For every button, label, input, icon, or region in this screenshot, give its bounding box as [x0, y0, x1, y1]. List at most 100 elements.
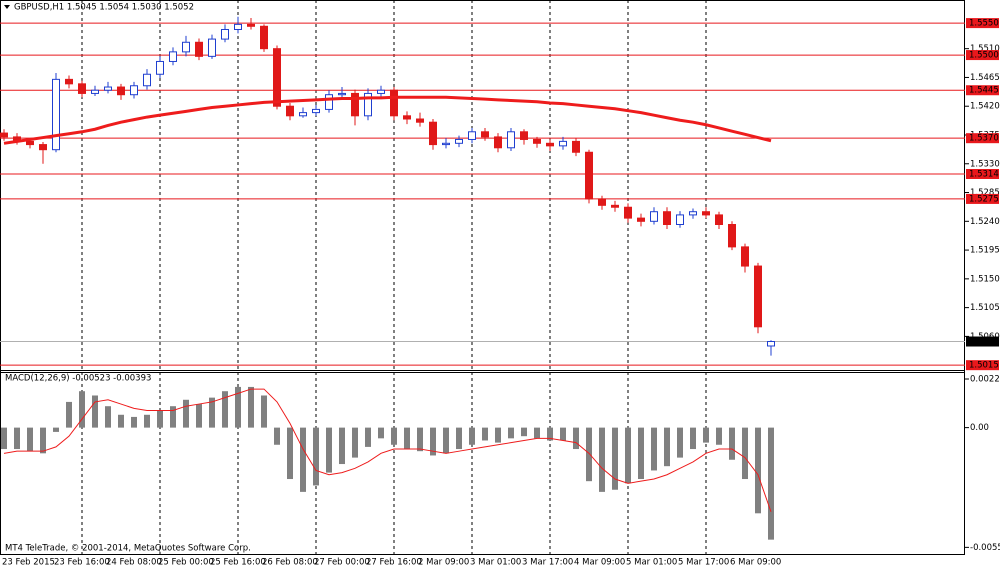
candle-body — [520, 131, 528, 140]
x-tick-label: 3 Mar 17:00 — [522, 558, 573, 568]
histogram-bar — [560, 427, 566, 441]
histogram-bar — [677, 427, 683, 458]
candle-body — [195, 41, 203, 57]
chart-title: GBPUSD,H1 1.5045 1.5054 1.5030 1.5052 — [14, 3, 194, 13]
candle-body — [377, 89, 385, 94]
candle-body — [156, 60, 164, 75]
histogram-bar — [729, 427, 735, 460]
level-tag — [966, 85, 999, 96]
candle-body — [0, 132, 8, 138]
histogram-bar — [599, 427, 605, 492]
histogram-bar — [196, 404, 202, 428]
signal-line — [3, 388, 772, 512]
candle-body — [390, 89, 398, 117]
y-tick-label: 0.00227 — [970, 374, 1000, 384]
candle-body — [221, 28, 229, 40]
histogram-bar — [469, 427, 475, 445]
histogram-bar — [157, 410, 163, 428]
y-tick-label: 1.5420 — [970, 102, 1000, 112]
candle-body — [299, 112, 307, 117]
candle-body — [637, 217, 645, 222]
histogram-bar — [456, 427, 462, 450]
histogram-bar — [638, 427, 644, 480]
candle-body — [728, 224, 736, 248]
menu-arrow[interactable] — [4, 5, 10, 9]
candle-body — [117, 86, 125, 96]
candle-body — [403, 115, 411, 120]
histogram-bar — [235, 386, 241, 428]
candle-body — [234, 23, 242, 30]
y-tick-label: 1.5240 — [970, 217, 1000, 227]
histogram-bar — [547, 427, 553, 441]
histogram-bar — [703, 427, 709, 443]
candle-body — [364, 92, 372, 117]
level-tag — [966, 360, 999, 371]
candle-body — [104, 86, 112, 91]
histogram-bar — [352, 427, 358, 458]
candle-body — [650, 211, 658, 222]
histogram-bar — [690, 427, 696, 450]
x-tick-label: 5 Mar 17:00 — [678, 558, 729, 568]
histogram-bar — [313, 427, 319, 486]
histogram-bar — [40, 427, 46, 454]
histogram-bar — [521, 427, 527, 437]
histogram-bar — [742, 427, 748, 480]
candle-body — [468, 131, 476, 140]
candle-body — [546, 142, 554, 147]
histogram-bar — [14, 427, 20, 450]
histogram-bar — [79, 391, 85, 428]
histogram-bar — [183, 399, 189, 428]
y-tick-label: 1.5510 — [970, 44, 1000, 54]
x-tick-label: 27 Feb 16:00 — [366, 558, 422, 568]
candle-body — [130, 85, 138, 96]
candle-body — [260, 25, 268, 50]
y-tick-label: -0.00559 — [970, 543, 1000, 553]
histogram-bar — [573, 427, 579, 450]
candle-body — [52, 78, 60, 151]
x-tick-label: 4 Mar 09:00 — [574, 558, 625, 568]
candle-body — [312, 108, 320, 114]
level-label: 1.5275 — [969, 194, 999, 204]
candle-body — [351, 92, 359, 117]
candle-body — [481, 131, 489, 138]
histogram-bar — [586, 427, 592, 482]
x-tick-label: 25 Feb 16:00 — [210, 558, 266, 568]
candle-body — [702, 211, 710, 216]
y-tick-label: 1.5465 — [970, 73, 1000, 83]
candle-body — [715, 214, 723, 226]
histogram-bar — [755, 427, 761, 514]
histogram-bar — [105, 406, 111, 428]
x-tick-label: 23 Feb 2015 — [2, 558, 55, 568]
indicator-title: MACD(12,26,9) -0.00523 -0.00393 — [5, 374, 151, 384]
candle-body — [247, 23, 255, 27]
y-tick-label: 1.5330 — [970, 159, 1000, 169]
candle-body — [611, 204, 619, 208]
moving-average — [3, 95, 772, 145]
histogram-bar — [625, 427, 631, 484]
histogram-bar — [66, 401, 72, 428]
level-label: 1.5550 — [969, 19, 999, 29]
candle-body — [273, 48, 281, 107]
candle-body — [169, 51, 177, 62]
histogram-bar — [378, 427, 384, 439]
histogram-bar — [391, 427, 397, 445]
x-tick-label: 27 Feb 00:00 — [314, 558, 370, 568]
candle-body — [39, 144, 47, 151]
candle-body — [624, 206, 632, 219]
candle-body — [767, 341, 775, 347]
candle-body — [143, 73, 151, 87]
y-tick-label: 0.00 — [970, 423, 989, 433]
x-tick-label: 24 Feb 08:00 — [106, 558, 162, 568]
histogram-bar — [404, 427, 410, 450]
histogram-bar — [365, 427, 371, 447]
histogram-bar — [144, 414, 150, 428]
candle-body — [494, 136, 502, 149]
copyright: MT4 TeleTrade, © 2001-2014, MetaQuotes S… — [5, 544, 251, 554]
histogram-bar — [664, 427, 670, 467]
histogram-bar — [326, 427, 332, 473]
x-tick-label: 23 Feb 16:00 — [54, 558, 110, 568]
candle-body — [455, 138, 463, 144]
level-label: 1.5500 — [969, 51, 999, 61]
histogram-bar — [612, 427, 618, 490]
